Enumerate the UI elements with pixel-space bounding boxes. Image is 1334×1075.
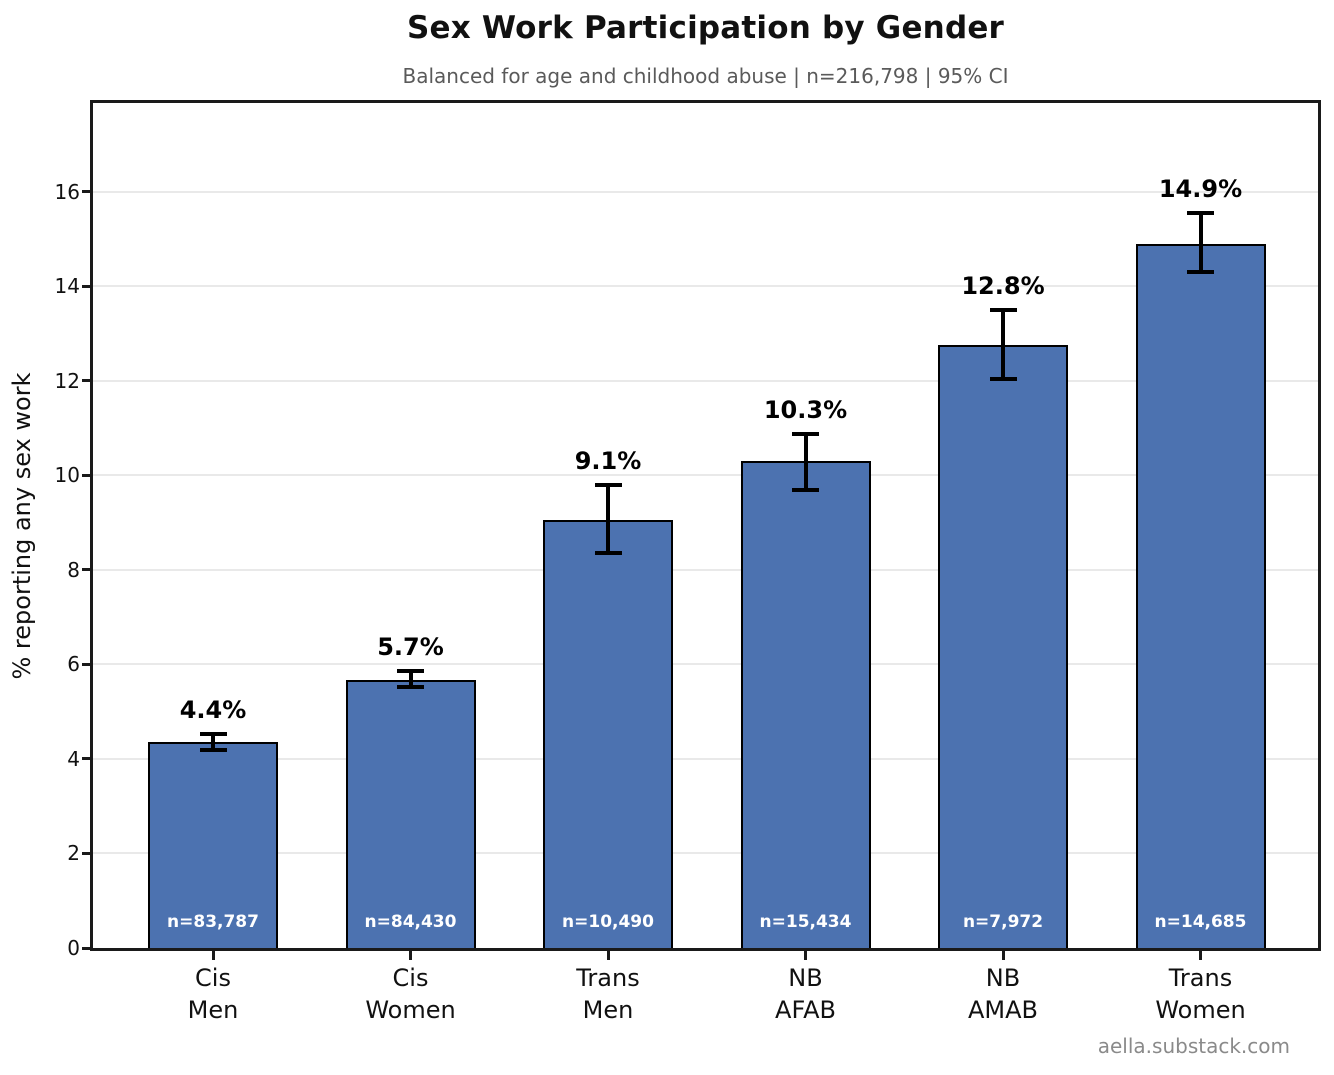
x-tick-label-line: Cis	[195, 964, 231, 992]
error-bar-cap-top	[594, 482, 622, 487]
value-label: 5.7%	[377, 633, 444, 662]
bar	[345, 679, 476, 948]
footer-credit: aella.substack.com	[1097, 1034, 1290, 1058]
y-tick-label: 10	[54, 463, 80, 488]
x-tick-label-line: Women	[365, 996, 456, 1024]
x-tick-label: Cis Men	[114, 962, 312, 1026]
bar	[1135, 243, 1266, 948]
x-tick-label: Cis Women	[312, 962, 510, 1026]
y-tick-label: 16	[54, 179, 80, 204]
page-subtitle: Balanced for age and childhood abuse | n…	[402, 64, 1009, 88]
y-tick-mark	[82, 946, 92, 950]
value-label: 14.9%	[1158, 175, 1243, 204]
bar	[148, 742, 278, 948]
gridline	[93, 379, 1318, 382]
y-tick-label: 2	[67, 841, 80, 866]
n-label: n=83,787	[167, 912, 259, 932]
x-tick-label-line: Men	[187, 996, 239, 1024]
y-tick-label: 6	[67, 652, 80, 677]
x-tick-label-line: NB	[985, 964, 1021, 992]
x-tick-mark	[606, 951, 610, 960]
gridline	[93, 190, 1318, 193]
y-tick-label: 8	[67, 557, 80, 582]
x-tick-label-line: AMAB	[967, 996, 1038, 1024]
error-bar-cap-bottom	[199, 748, 227, 753]
y-tick-mark	[82, 473, 92, 477]
x-tick-mark	[1199, 951, 1202, 960]
gridline	[93, 474, 1318, 477]
gridline	[93, 568, 1318, 571]
error-bar-cap-top	[397, 669, 424, 674]
error-bar-cap-top	[1187, 211, 1214, 216]
y-tick-mark	[82, 662, 92, 666]
error-bar-cap-top	[199, 732, 227, 737]
y-tick-label: 12	[54, 368, 80, 393]
error-bar-line	[1198, 213, 1203, 273]
n-label: n=15,434	[759, 912, 852, 932]
error-bar-line	[606, 484, 610, 554]
error-bar-line	[211, 734, 215, 751]
value-label: 12.8%	[961, 272, 1045, 300]
x-tick-label: Trans Men	[509, 962, 707, 1026]
y-tick-mark	[82, 190, 92, 194]
y-tick-mark	[82, 379, 92, 383]
x-tick-mark	[1001, 951, 1005, 960]
bar	[543, 520, 673, 948]
y-tick-mark	[82, 757, 92, 761]
y-tick-label: 4	[67, 746, 80, 771]
error-bar-line	[1001, 310, 1005, 379]
error-bar-cap-top	[989, 308, 1017, 312]
page-title: Sex Work Participation by Gender	[406, 10, 1005, 46]
y-tick-label: 0	[67, 936, 80, 960]
y-tick-mark	[82, 851, 92, 855]
n-label: n=10,490	[562, 912, 654, 932]
gridline	[93, 663, 1318, 666]
x-tick-label-line: Trans	[1168, 964, 1233, 992]
error-bar-cap-bottom	[397, 684, 424, 689]
x-tick-label: Trans Women	[1102, 962, 1300, 1026]
error-bar-line	[408, 671, 413, 687]
x-tick-label: NB AMAB	[904, 962, 1102, 1026]
error-bar-cap-top	[792, 432, 819, 437]
bar	[740, 461, 871, 948]
y-tick-mark	[82, 568, 92, 572]
gridline	[93, 757, 1318, 760]
x-tick-label: NB AFAB	[707, 962, 905, 1026]
x-tick-label-line: AFAB	[775, 996, 836, 1024]
x-tick-label-line: Men	[582, 996, 634, 1024]
x-tick-label-line: Women	[1155, 996, 1246, 1024]
gridline	[93, 852, 1318, 855]
x-tick-label-line: Trans	[576, 964, 640, 992]
n-label: n=14,685	[1154, 912, 1247, 932]
value-label: 9.1%	[574, 446, 642, 475]
error-bar-cap-bottom	[1187, 270, 1214, 275]
bar	[938, 344, 1068, 948]
y-tick-mark	[82, 284, 92, 288]
y-tick-label: 14	[54, 274, 80, 299]
x-tick-label-line: NB	[788, 964, 823, 992]
gridline	[93, 285, 1318, 288]
n-label: n=7,972	[962, 912, 1044, 932]
error-bar-cap-bottom	[594, 551, 622, 556]
error-bar-cap-bottom	[989, 376, 1017, 381]
x-tick-label-line: Cis	[392, 964, 429, 992]
x-tick-mark	[804, 951, 807, 960]
n-label: n=84,430	[364, 912, 457, 932]
value-label: 10.3%	[763, 396, 848, 425]
value-label: 4.4%	[179, 696, 247, 725]
x-tick-mark	[211, 951, 215, 960]
error-bar-cap-bottom	[792, 487, 819, 492]
error-bar-line	[803, 434, 808, 490]
plot-area: 4.4% n=83,787 5.7% n=84,430 9.1% n=10,490 10.3…	[90, 100, 1321, 951]
x-tick-mark	[409, 951, 412, 960]
